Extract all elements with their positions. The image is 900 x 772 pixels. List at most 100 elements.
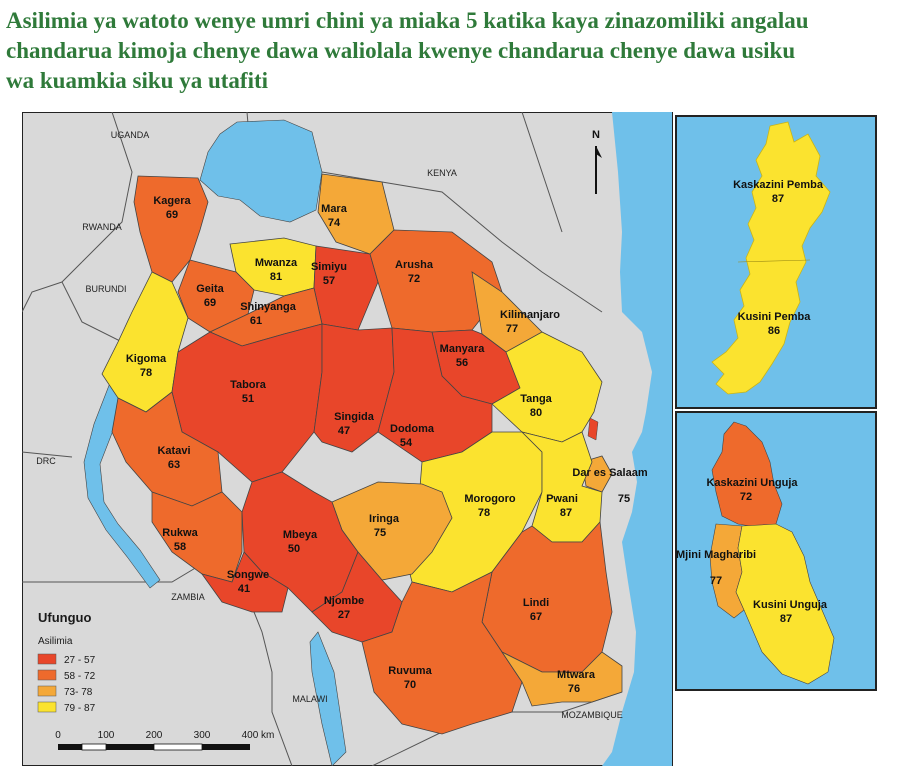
legend-swatch-4 <box>37 701 57 713</box>
label-drc: DRC <box>36 456 56 466</box>
label-shinyanga: Shinyanga <box>240 301 297 313</box>
label-kusini-pemba: Kusini Pemba <box>738 311 812 323</box>
map-frame: Kagera 69 Mara 74 Mwanza 81 Simiyu 57 Ar… <box>22 112 880 766</box>
region-kagera <box>133 175 209 283</box>
value-geita: 69 <box>204 297 216 309</box>
label-morogoro: Morogoro <box>464 493 516 505</box>
value-tabora: 51 <box>242 393 254 405</box>
label-rukwa: Rukwa <box>162 527 198 539</box>
label-iringa: Iringa <box>369 513 400 525</box>
value-mbeya: 50 <box>288 543 300 555</box>
unguja-kusini <box>735 523 835 685</box>
label-mozambique: MOZAMBIQUE <box>561 710 623 720</box>
value-morogoro: 78 <box>478 507 490 519</box>
legend-item-1: 27 - 57 <box>64 655 96 666</box>
region-mtwara <box>500 650 623 707</box>
label-arusha: Arusha <box>395 259 434 271</box>
label-singida: Singida <box>334 411 375 423</box>
label-burundi: BURUNDI <box>85 284 126 294</box>
scale-seg-2 <box>81 743 107 751</box>
label-tabora: Tabora <box>230 379 267 391</box>
value-songwe: 41 <box>238 583 250 595</box>
label-kilimanjaro: Kilimanjaro <box>500 309 560 321</box>
label-pwani: Pwani <box>546 493 578 505</box>
title-line-3: wa kuamkia siku ya utafiti <box>6 68 269 93</box>
scale-tick-200: 200 <box>146 730 163 741</box>
label-lindi: Lindi <box>523 597 549 609</box>
regions <box>101 173 623 735</box>
label-ruvuma: Ruvuma <box>388 665 432 677</box>
label-mara: Mara <box>321 203 348 215</box>
north-arrow-head <box>596 146 602 158</box>
label-mtwara: Mtwara <box>557 669 596 681</box>
north-arrow: N <box>592 129 602 194</box>
legend-item-4: 79 - 87 <box>64 703 96 714</box>
value-kusini-pemba: 86 <box>768 325 780 337</box>
label-mjini-magharibi: Mjini Magharibi <box>676 549 756 561</box>
label-rwanda: RWANDA <box>82 222 122 232</box>
scale-tick-300: 300 <box>194 730 211 741</box>
mafia-island <box>587 417 599 441</box>
scale-tick-100: 100 <box>98 730 115 741</box>
value-mjini-magharibi: 77 <box>710 575 722 587</box>
north-label: N <box>592 129 600 141</box>
value-rukwa: 58 <box>174 541 186 553</box>
region-singida <box>313 323 395 453</box>
scale-seg-1 <box>58 744 82 750</box>
value-kusini-unguja: 87 <box>780 613 792 625</box>
legend-subtitle: Asilimia <box>38 636 73 647</box>
lake-nyasa <box>309 631 347 766</box>
label-dar-es-salaam: Dar es Salaam <box>572 467 647 479</box>
label-njombe: Njombe <box>324 595 364 607</box>
label-zambia: ZAMBIA <box>171 592 205 602</box>
pemba-divider <box>737 259 811 263</box>
value-simiyu: 57 <box>323 275 335 287</box>
value-ruvuma: 70 <box>404 679 416 691</box>
label-mwanza: Mwanza <box>255 257 298 269</box>
value-dar-es-salaam: 75 <box>618 493 630 505</box>
map-title: Asilimia ya watoto wenye umri chini ya m… <box>6 6 891 96</box>
value-pwani: 87 <box>560 507 572 519</box>
lake-victoria <box>199 119 323 223</box>
legend: Ufunguo Asilimia 27 - 57 58 - 72 73- 78 … <box>37 610 96 714</box>
scale-tick-0: 0 <box>55 730 61 741</box>
value-tanga: 80 <box>530 407 542 419</box>
value-singida: 47 <box>338 425 350 437</box>
neighbor-labels: UGANDA KENYA RWANDA BURUNDI DRC ZAMBIA M… <box>36 130 623 720</box>
pemba-island <box>711 121 831 395</box>
legend-swatch-1 <box>37 653 57 665</box>
label-tanga: Tanga <box>520 393 552 405</box>
label-kigoma: Kigoma <box>126 353 167 365</box>
region-labels: Kagera 69 Mara 74 Mwanza 81 Simiyu 57 Ar… <box>126 195 648 695</box>
scale-bar: 0 100 200 300 400 km <box>55 730 274 751</box>
label-geita: Geita <box>196 283 224 295</box>
legend-item-2: 58 - 72 <box>64 671 96 682</box>
value-lindi: 67 <box>530 611 542 623</box>
label-dodoma: Dodoma <box>390 423 435 435</box>
legend-swatch-3 <box>37 685 57 697</box>
legend-swatch-2 <box>37 669 57 681</box>
value-kagera: 69 <box>166 209 178 221</box>
label-kaskazini-pemba: Kaskazini Pemba <box>733 179 824 191</box>
label-kagera: Kagera <box>153 195 191 207</box>
value-kigoma: 78 <box>140 367 152 379</box>
label-uganda: UGANDA <box>111 130 150 140</box>
region-rukwa <box>151 491 243 583</box>
legend-title: Ufunguo <box>38 610 91 625</box>
value-iringa: 75 <box>374 527 386 539</box>
legend-item-3: 73- 78 <box>64 687 93 698</box>
label-kenya: KENYA <box>427 168 457 178</box>
value-manyara: 56 <box>456 357 468 369</box>
scale-seg-3 <box>106 744 154 750</box>
label-simiyu: Simiyu <box>311 261 347 273</box>
title-line-1: Asilimia ya watoto wenye umri chini ya m… <box>6 8 809 33</box>
label-mbeya: Mbeya <box>283 529 318 541</box>
label-manyara: Manyara <box>440 343 486 355</box>
value-mwanza: 81 <box>270 271 282 283</box>
region-songwe <box>201 551 289 613</box>
indian-ocean <box>602 112 672 766</box>
value-mtwara: 76 <box>568 683 580 695</box>
value-arusha: 72 <box>408 273 420 285</box>
value-dodoma: 54 <box>400 437 413 449</box>
value-kaskazini-pemba: 87 <box>772 193 784 205</box>
